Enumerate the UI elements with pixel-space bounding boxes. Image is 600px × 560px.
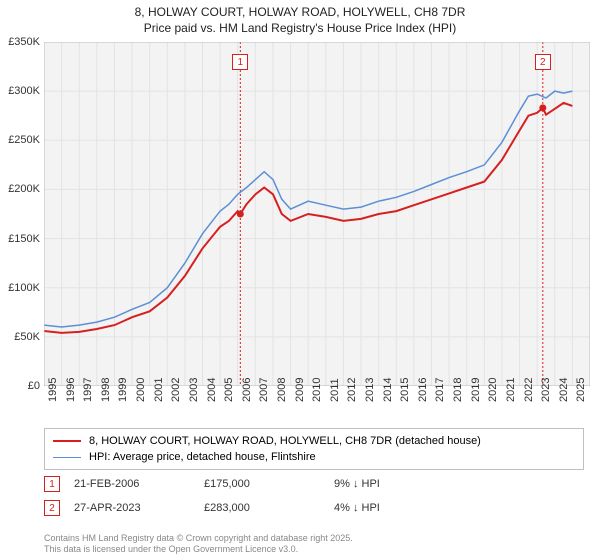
x-tick-label: 2004 [206,378,218,402]
x-tick-label: 2003 [188,378,200,402]
x-tick-label: 2000 [135,378,147,402]
x-tick-label: 2006 [241,378,253,402]
x-tick-label: 2016 [417,378,429,402]
y-tick-label: £200K [8,183,40,195]
sale-price: £283,000 [204,502,334,514]
x-tick-label: 2009 [294,378,306,402]
x-tick-label: 2022 [523,378,535,402]
x-tick-label: 1995 [47,378,59,402]
x-tick-label: 2012 [346,378,358,402]
legend-label: HPI: Average price, detached house, Flin… [89,451,316,463]
legend-swatch [53,457,81,458]
title-line2: Price paid vs. HM Land Registry's House … [0,20,600,36]
x-tick-label: 2002 [170,378,182,402]
footer-attribution: Contains HM Land Registry data © Crown c… [44,533,584,556]
sale-row: 1 21-FEB-2006£175,0009% ↓ HPI [44,476,584,492]
sale-price: £175,000 [204,478,334,490]
x-tick-label: 2008 [276,378,288,402]
chart-title: 8, HOLWAY COURT, HOLWAY ROAD, HOLYWELL, … [0,0,600,36]
y-tick-label: £350K [8,36,40,48]
x-tick-label: 2001 [153,378,165,402]
y-tick-label: £150K [8,233,40,245]
event-marker: 2 [535,54,551,70]
chart-plot-area [44,42,590,386]
y-tick-label: £0 [28,380,40,392]
sale-marker: 1 [44,476,60,492]
footer-line2: This data is licensed under the Open Gov… [44,544,584,556]
legend: 8, HOLWAY COURT, HOLWAY ROAD, HOLYWELL, … [44,428,584,470]
x-tick-label: 2019 [470,378,482,402]
legend-item: 8, HOLWAY COURT, HOLWAY ROAD, HOLYWELL, … [53,433,575,449]
x-tick-label: 2020 [487,378,499,402]
x-tick-label: 2015 [399,378,411,402]
sale-delta: 9% ↓ HPI [334,478,434,490]
sale-date: 27-APR-2023 [74,502,204,514]
x-axis-labels: 1995199619971998199920002001200220032004… [44,388,590,418]
x-tick-label: 2007 [258,378,270,402]
sale-row: 2 27-APR-2023£283,0004% ↓ HPI [44,500,584,516]
sale-marker: 2 [44,500,60,516]
x-tick-label: 1998 [100,378,112,402]
legend-label: 8, HOLWAY COURT, HOLWAY ROAD, HOLYWELL, … [89,435,481,447]
y-tick-label: £50K [14,331,40,343]
x-tick-label: 2018 [452,378,464,402]
x-tick-label: 2010 [311,378,323,402]
footer-line1: Contains HM Land Registry data © Crown c… [44,533,584,545]
sale-date: 21-FEB-2006 [74,478,204,490]
y-axis-labels: £0£50K£100K£150K£200K£250K£300K£350K [0,42,44,386]
x-tick-label: 2024 [558,378,570,402]
x-tick-label: 2023 [540,378,552,402]
sale-delta: 4% ↓ HPI [334,502,434,514]
y-tick-label: £100K [8,282,40,294]
x-tick-label: 2014 [382,378,394,402]
y-tick-label: £300K [8,85,40,97]
x-tick-label: 2017 [434,378,446,402]
x-tick-label: 2021 [505,378,517,402]
legend-item: HPI: Average price, detached house, Flin… [53,449,575,465]
event-marker: 1 [232,54,248,70]
y-tick-label: £250K [8,134,40,146]
x-tick-label: 1999 [117,378,129,402]
x-tick-label: 1996 [65,378,77,402]
x-tick-label: 2013 [364,378,376,402]
legend-swatch [53,440,81,442]
x-tick-label: 2011 [329,378,341,402]
x-tick-label: 2025 [575,378,587,402]
x-tick-label: 2005 [223,378,235,402]
title-line1: 8, HOLWAY COURT, HOLWAY ROAD, HOLYWELL, … [0,4,600,20]
x-tick-label: 1997 [82,378,94,402]
